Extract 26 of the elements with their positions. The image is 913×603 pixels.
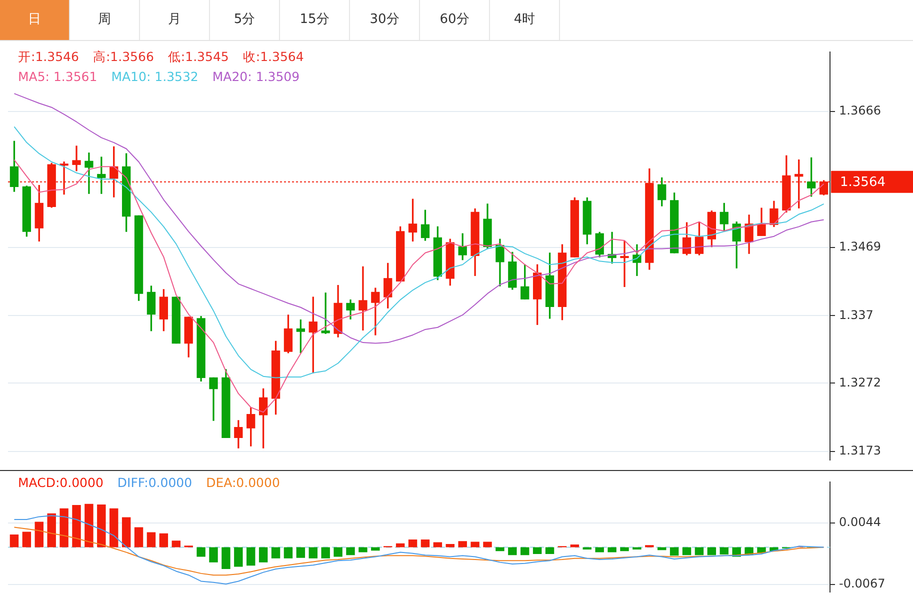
- text: 4时: [490, 0, 560, 40]
- text: 60分: [420, 0, 490, 40]
- annotation: 开:1.3546: [18, 49, 79, 64]
- y-tick-label: 1.3666: [839, 104, 881, 118]
- annotation: 低:1.3545: [168, 49, 229, 64]
- annotation: 高:1.3566: [92, 49, 154, 64]
- text: MA20: 1.3509: [212, 69, 300, 84]
- ref-line-label: 1.3564: [840, 175, 886, 190]
- y-tick-label: 1.3173: [839, 444, 881, 458]
- y-tick-label: 1.337: [839, 308, 874, 322]
- text: MA5: 1.3561: [18, 69, 98, 84]
- text: 15分: [280, 0, 350, 40]
- y-tick-label: 1.3469: [839, 240, 881, 254]
- text: DIFF:0.0000: [117, 475, 192, 490]
- text: DEA:0.0000: [206, 475, 280, 490]
- text: 30分: [350, 0, 420, 40]
- y-tick-label: -0.0067: [839, 576, 886, 591]
- y-tick-label: 0.0044: [839, 514, 881, 529]
- y-tick-label: 1.3272: [839, 375, 881, 390]
- text: 5分: [210, 0, 280, 40]
- text: MA10: 1.3532: [111, 69, 198, 84]
- series-label: MACD:0.0000: [18, 475, 104, 490]
- text: 日: [0, 0, 70, 40]
- text: 周: [70, 0, 140, 40]
- annotation: 收:1.3564: [242, 49, 304, 64]
- text: 月: [140, 0, 210, 40]
